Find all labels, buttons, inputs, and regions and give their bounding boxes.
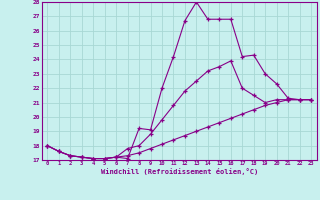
X-axis label: Windchill (Refroidissement éolien,°C): Windchill (Refroidissement éolien,°C)	[100, 168, 258, 175]
